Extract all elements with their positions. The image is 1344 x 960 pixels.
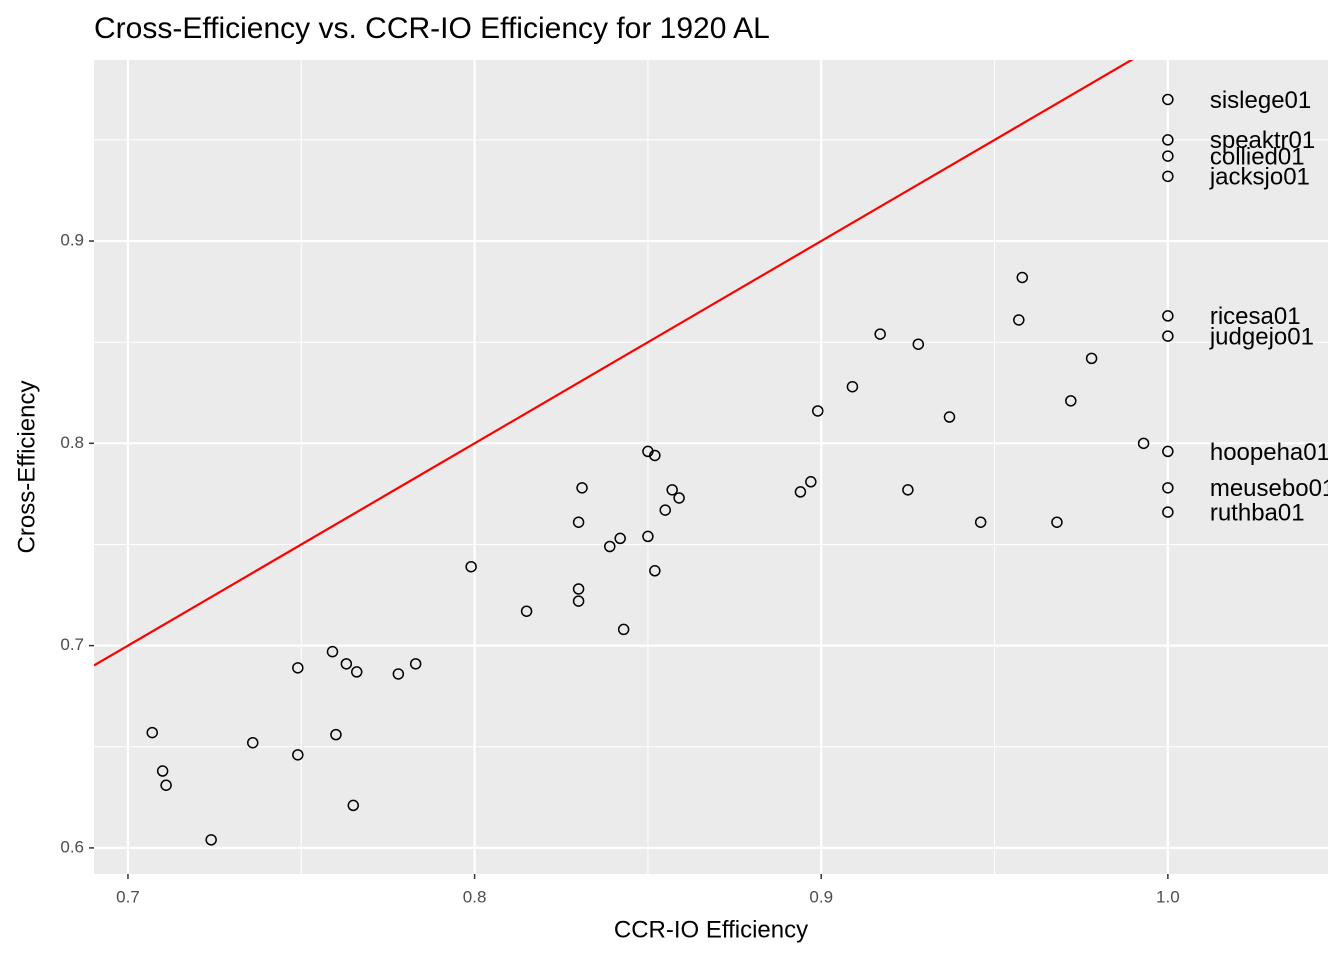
axes: 0.7 0.8 0.9 1.0 0.6 0.7 0.8 0.9 [60, 231, 1179, 907]
point [409, 658, 422, 670]
point [649, 565, 661, 577]
x-tick-label: 0.7 [116, 887, 140, 906]
reference-line [94, 60, 1134, 667]
point [874, 328, 886, 340]
point [465, 560, 477, 573]
point [1137, 437, 1150, 450]
point [340, 658, 353, 670]
point [330, 728, 342, 741]
point [1162, 150, 1174, 162]
point-label: speaktr01 [1210, 127, 1315, 154]
point [666, 484, 678, 496]
point [146, 726, 158, 739]
point-label: collied01 [1210, 143, 1305, 170]
grid [94, 60, 1328, 874]
point [812, 405, 824, 417]
point [247, 736, 259, 749]
point [1013, 314, 1025, 326]
point [326, 645, 339, 658]
point-label: jacksjo01 [1209, 164, 1310, 191]
y-tick-label: 0.6 [60, 837, 84, 856]
point [1162, 170, 1174, 183]
point-label: meusebo01 [1210, 475, 1335, 502]
point [659, 504, 671, 516]
point [617, 623, 630, 636]
point [1162, 330, 1174, 342]
y-axis-label: Cross-Efficiency [13, 381, 40, 554]
point [156, 765, 169, 777]
point [943, 411, 956, 423]
point [572, 583, 585, 595]
point [347, 799, 360, 812]
y-tick-label: 0.9 [60, 231, 84, 250]
point-label: ricesa01 [1210, 303, 1301, 330]
point [572, 516, 585, 528]
x-tick-label: 0.9 [809, 887, 833, 906]
point-label: ruthba01 [1210, 499, 1305, 526]
point [1162, 482, 1174, 494]
point [292, 749, 304, 761]
point [794, 486, 807, 498]
point [576, 482, 588, 494]
point [846, 380, 859, 393]
point [392, 668, 405, 680]
point [974, 516, 987, 528]
point [1051, 516, 1063, 528]
point [614, 532, 626, 545]
point [604, 540, 616, 553]
point [1016, 271, 1029, 284]
point [649, 449, 661, 462]
point [912, 338, 925, 350]
point [520, 605, 533, 617]
point [1065, 395, 1077, 407]
point [642, 530, 654, 543]
point [572, 595, 585, 607]
y-tick-label: 0.8 [60, 433, 84, 452]
panel [94, 60, 1328, 874]
point [1085, 352, 1098, 365]
point [1162, 93, 1174, 106]
point [292, 662, 304, 674]
point [1162, 134, 1174, 146]
point [350, 666, 363, 678]
point [1162, 445, 1174, 458]
point-label: judgejo01 [1209, 323, 1314, 350]
chart-title: Cross-Efficiency vs. CCR-IO Efficiency f… [94, 12, 770, 45]
point-label: sislege01 [1210, 87, 1311, 114]
point [902, 484, 914, 496]
point [673, 492, 685, 504]
point [805, 476, 817, 488]
point [1162, 310, 1174, 322]
point [205, 834, 217, 846]
x-tick-label: 1.0 [1156, 887, 1180, 906]
x-tick-label: 0.8 [463, 887, 487, 906]
point-label: hoopeha01 [1210, 439, 1330, 466]
x-axis-label: CCR-IO Efficiency [614, 916, 808, 943]
point [160, 779, 172, 791]
y-tick-label: 0.7 [60, 635, 84, 654]
point [1162, 506, 1174, 518]
